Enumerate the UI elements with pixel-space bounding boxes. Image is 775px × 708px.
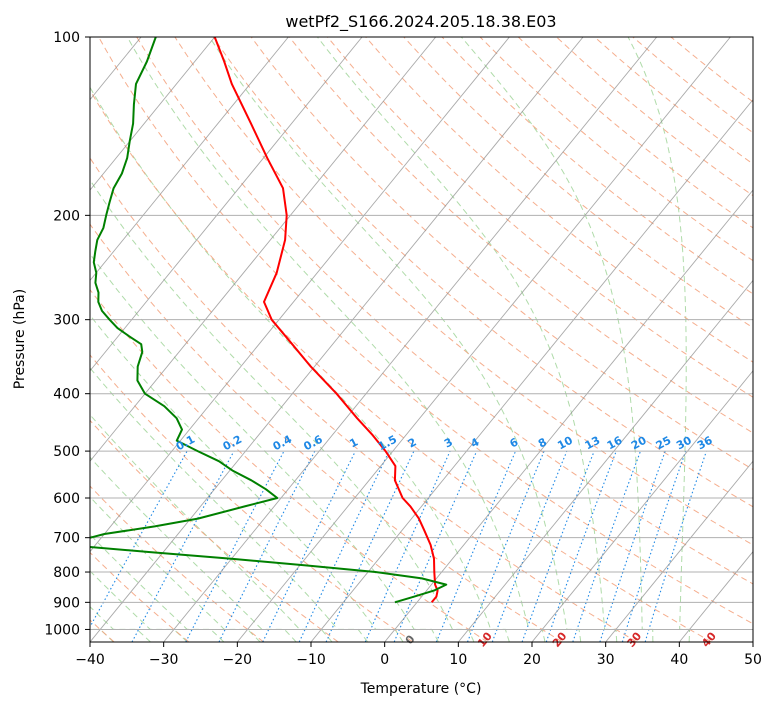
mixing-ratio-line [466,450,545,642]
y-tick-label: 700 [53,531,80,547]
moist-adiabat-line [90,456,297,642]
dry-adiabat-line [90,551,190,642]
isotherm-line [90,37,289,282]
mixing-ratio-line [90,450,188,629]
moist-adiabat-line [90,179,475,642]
mixing-ratio-label: 30 [674,434,694,453]
mixing-ratio-line [131,450,235,642]
dry-adiabat-line [90,223,563,642]
dry-adiabat-line [90,89,712,642]
mixing-ratio-line [435,450,517,642]
mixing-ratio-line [218,450,316,642]
mixing-ratio-line [491,450,568,642]
mixing-ratio-line [545,450,617,642]
x-tick-label: 50 [744,652,762,668]
y-tick-label: 1000 [44,622,80,638]
x-tick-label: −30 [149,652,179,668]
mixing-ratio-label: 16 [605,434,625,453]
isotherm-line [90,37,584,642]
moist-adiabat-line [90,533,225,642]
dry-adiabat-line [441,37,753,295]
mixing-ratio-line [393,450,478,642]
mixing-ratio-label: 36 [695,434,715,453]
mixing-ratio-label: 13 [583,434,603,453]
isotherm-line [236,37,731,642]
dry-adiabat-line [289,37,753,434]
moist-adiabats [90,37,691,642]
isotherm-line [384,189,753,642]
y-tick-label: 500 [53,444,80,460]
profile-series [90,37,448,604]
y-axis-title: Pressure (hPa) [12,289,28,389]
mixing-ratio-line [521,450,595,642]
plot-area [90,37,753,642]
x-axis-title: Temperature (°C) [360,681,482,697]
x-tick-label: −40 [75,652,105,668]
dry-adiabat-line [90,419,339,642]
isotherm-line [163,37,658,642]
x-tick-label: 0 [380,652,389,668]
y-tick-label: 600 [53,491,80,507]
mixing-ratio-label: 20 [629,434,649,453]
dewpoint-line [90,37,448,604]
x-tick-label: −10 [296,652,326,668]
x-tick-label: 20 [523,652,541,668]
moist-adiabat-line [126,37,546,642]
y-tick-label: 400 [53,387,80,403]
y-tick-label: 100 [53,30,80,46]
moist-adiabat-line [317,37,618,642]
isotherm-line [531,370,753,642]
isotherms [90,37,753,642]
chart-title: wetPf2_S166.2024.205.18.38.E03 [285,12,556,32]
isotherm-line [310,98,753,642]
moist-adiabat-line [627,37,691,642]
mixing-ratio-lines [90,450,708,642]
temperature-line [213,37,439,603]
dry-adiabat-line [90,157,638,642]
isotherm-line [90,37,216,191]
isotherm-line [605,460,753,642]
isotherm-line [90,37,437,462]
dry-adiabat-line [136,37,753,585]
y-axis-ticks: 1000 900 800 700 600 500 400 300 200 100 [44,30,90,638]
dry-adiabat-line [98,37,753,625]
dry-adiabat-line [250,37,753,471]
mixing-ratio-line [621,450,687,642]
moist-adiabat-line [208,37,582,642]
x-tick-label: 10 [449,652,467,668]
y-tick-label: 900 [53,595,80,611]
mixing-ratio-label: 10 [555,434,575,453]
moist-adiabat-line [90,86,510,642]
mixing-ratio-line [572,450,642,642]
isotherm-line [90,37,510,553]
x-tick-label: 40 [670,652,688,668]
y-tick-label: 200 [53,208,80,224]
y-tick-label: 800 [53,565,80,581]
pressure-gridlines [90,37,753,630]
dry-adiabat-line [90,288,488,642]
isotherm-line [90,37,363,372]
mixing-ratio-line [599,450,666,642]
mixing-ratio-label: 25 [654,434,674,453]
y-tick-label: 300 [53,313,80,329]
x-tick-label: −20 [223,652,253,668]
isotherm-line [457,279,753,642]
moist-adiabat-line [90,496,261,642]
moist-adiabat-line [90,314,404,642]
moist-adiabat-line [90,570,188,642]
x-axis-ticks: −40 −30 −20 −10 0 10 20 30 40 50 [75,642,762,668]
mixing-ratio-line [644,450,708,642]
x-tick-label: 30 [597,652,615,668]
moist-adiabat-line [90,367,369,642]
mixing-ratio-line [364,450,451,642]
plot-frame [89,36,754,643]
dry-adiabat-line [212,37,753,508]
dry-adiabat-line [90,485,264,642]
